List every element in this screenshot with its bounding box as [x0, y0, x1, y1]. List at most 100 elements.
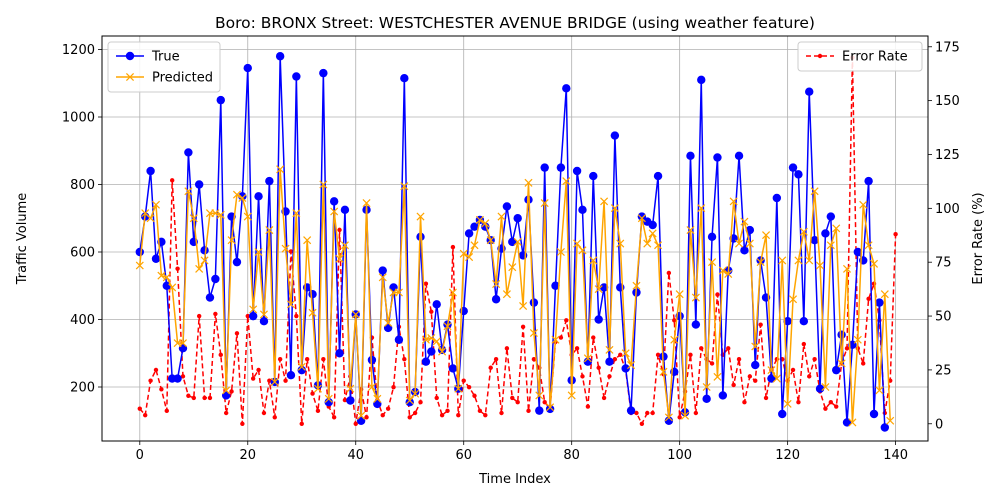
error-rate-point	[191, 395, 196, 401]
error-rate-point	[429, 309, 434, 314]
true-point	[832, 365, 841, 375]
predicted-point	[794, 256, 803, 265]
predicted-point	[546, 403, 555, 412]
true-point	[783, 316, 792, 326]
error-rate-point	[666, 270, 672, 276]
true-point	[329, 197, 339, 206]
predicted-point	[227, 236, 236, 245]
true-point	[232, 257, 242, 267]
y2-axis-title: Error Rate (%)	[971, 192, 986, 284]
predicted-point	[384, 318, 393, 327]
predicted-point	[762, 231, 771, 240]
predicted-point	[351, 310, 360, 319]
predicted-point	[621, 349, 630, 358]
predicted-point	[465, 253, 474, 262]
legend-frame	[797, 41, 923, 72]
error-rate-point	[142, 412, 148, 418]
error-rate-point	[580, 374, 585, 379]
true-point	[513, 214, 522, 223]
error-rate-point	[574, 346, 580, 351]
true-point	[610, 131, 620, 140]
true-point	[772, 193, 782, 203]
error-rate-point	[159, 387, 164, 392]
legend-item-true: True	[116, 50, 180, 65]
legend-item-error-rate: Error Rate	[806, 50, 908, 65]
predicted-point	[810, 187, 819, 196]
y-tick-label: 1000	[62, 111, 95, 126]
predicted-line	[139, 168, 891, 424]
predicted-point	[702, 382, 711, 392]
predicted-point	[459, 249, 468, 258]
true-point	[697, 75, 706, 85]
error-rate-point	[418, 400, 423, 405]
true-point	[626, 406, 636, 415]
error-rate-point	[283, 378, 288, 383]
predicted-point	[519, 301, 528, 311]
true-point	[821, 229, 830, 238]
true-point	[691, 320, 701, 329]
true-point	[502, 202, 512, 211]
y-tick-label: 200	[70, 381, 95, 396]
y-tick-label: 1200	[62, 43, 95, 58]
error-rate-point	[164, 408, 169, 414]
true-point	[491, 295, 501, 304]
error-rate-point	[288, 249, 294, 254]
true-point	[173, 374, 182, 383]
x-tick-label: 80	[563, 448, 580, 463]
predicted-point	[195, 264, 204, 273]
true-point	[383, 323, 393, 333]
error-rate-point	[672, 318, 677, 323]
predicted-point	[670, 335, 679, 344]
predicted-point	[880, 290, 889, 299]
predicted-point	[832, 224, 841, 233]
true-point	[605, 357, 614, 366]
predicted-point	[567, 391, 576, 400]
true-point	[578, 205, 587, 215]
error-rate-point	[202, 395, 207, 401]
error-rate-point	[715, 292, 720, 297]
true-point	[589, 171, 598, 181]
error-rate-point	[893, 231, 898, 237]
error-rate-point	[601, 395, 607, 401]
predicted-point	[481, 219, 490, 228]
error-rate-point	[342, 397, 348, 403]
predicted-point	[886, 416, 895, 425]
true-point	[594, 315, 603, 324]
predicted-point	[821, 382, 830, 392]
error-rate-point	[250, 376, 256, 381]
error-rate-point	[234, 331, 240, 336]
true-point	[853, 247, 863, 257]
error-rate-point	[866, 296, 871, 302]
true-point	[205, 293, 215, 302]
predicted-point	[529, 328, 538, 338]
predicted-point	[524, 178, 533, 187]
error-rate-point	[456, 412, 461, 418]
predicted-point	[589, 256, 598, 265]
predicted-point	[497, 212, 506, 221]
predicted-point	[146, 214, 155, 223]
predicted-point	[594, 285, 603, 294]
error-rate-point	[277, 356, 283, 362]
true-point	[200, 246, 209, 255]
x-tick-label: 120	[775, 448, 800, 463]
predicted-point	[789, 295, 798, 304]
true-point	[837, 330, 846, 339]
predicted-point	[319, 180, 328, 189]
error-rate-point	[483, 412, 488, 418]
predicted-point	[216, 210, 225, 219]
true-point	[805, 87, 814, 96]
y2-tick-label: 25	[935, 363, 952, 378]
true-point	[432, 300, 441, 309]
predicted-point	[578, 246, 587, 255]
predicted-point	[346, 384, 355, 393]
predicted-point	[454, 384, 463, 393]
predicted-point	[378, 273, 387, 282]
true-point	[556, 163, 566, 172]
true-point	[788, 163, 798, 172]
true-point	[648, 220, 657, 230]
true-point	[810, 235, 819, 245]
true-point	[707, 232, 717, 242]
predicted-point	[686, 226, 695, 235]
true-point	[243, 63, 252, 73]
error-rate-point	[591, 335, 596, 340]
